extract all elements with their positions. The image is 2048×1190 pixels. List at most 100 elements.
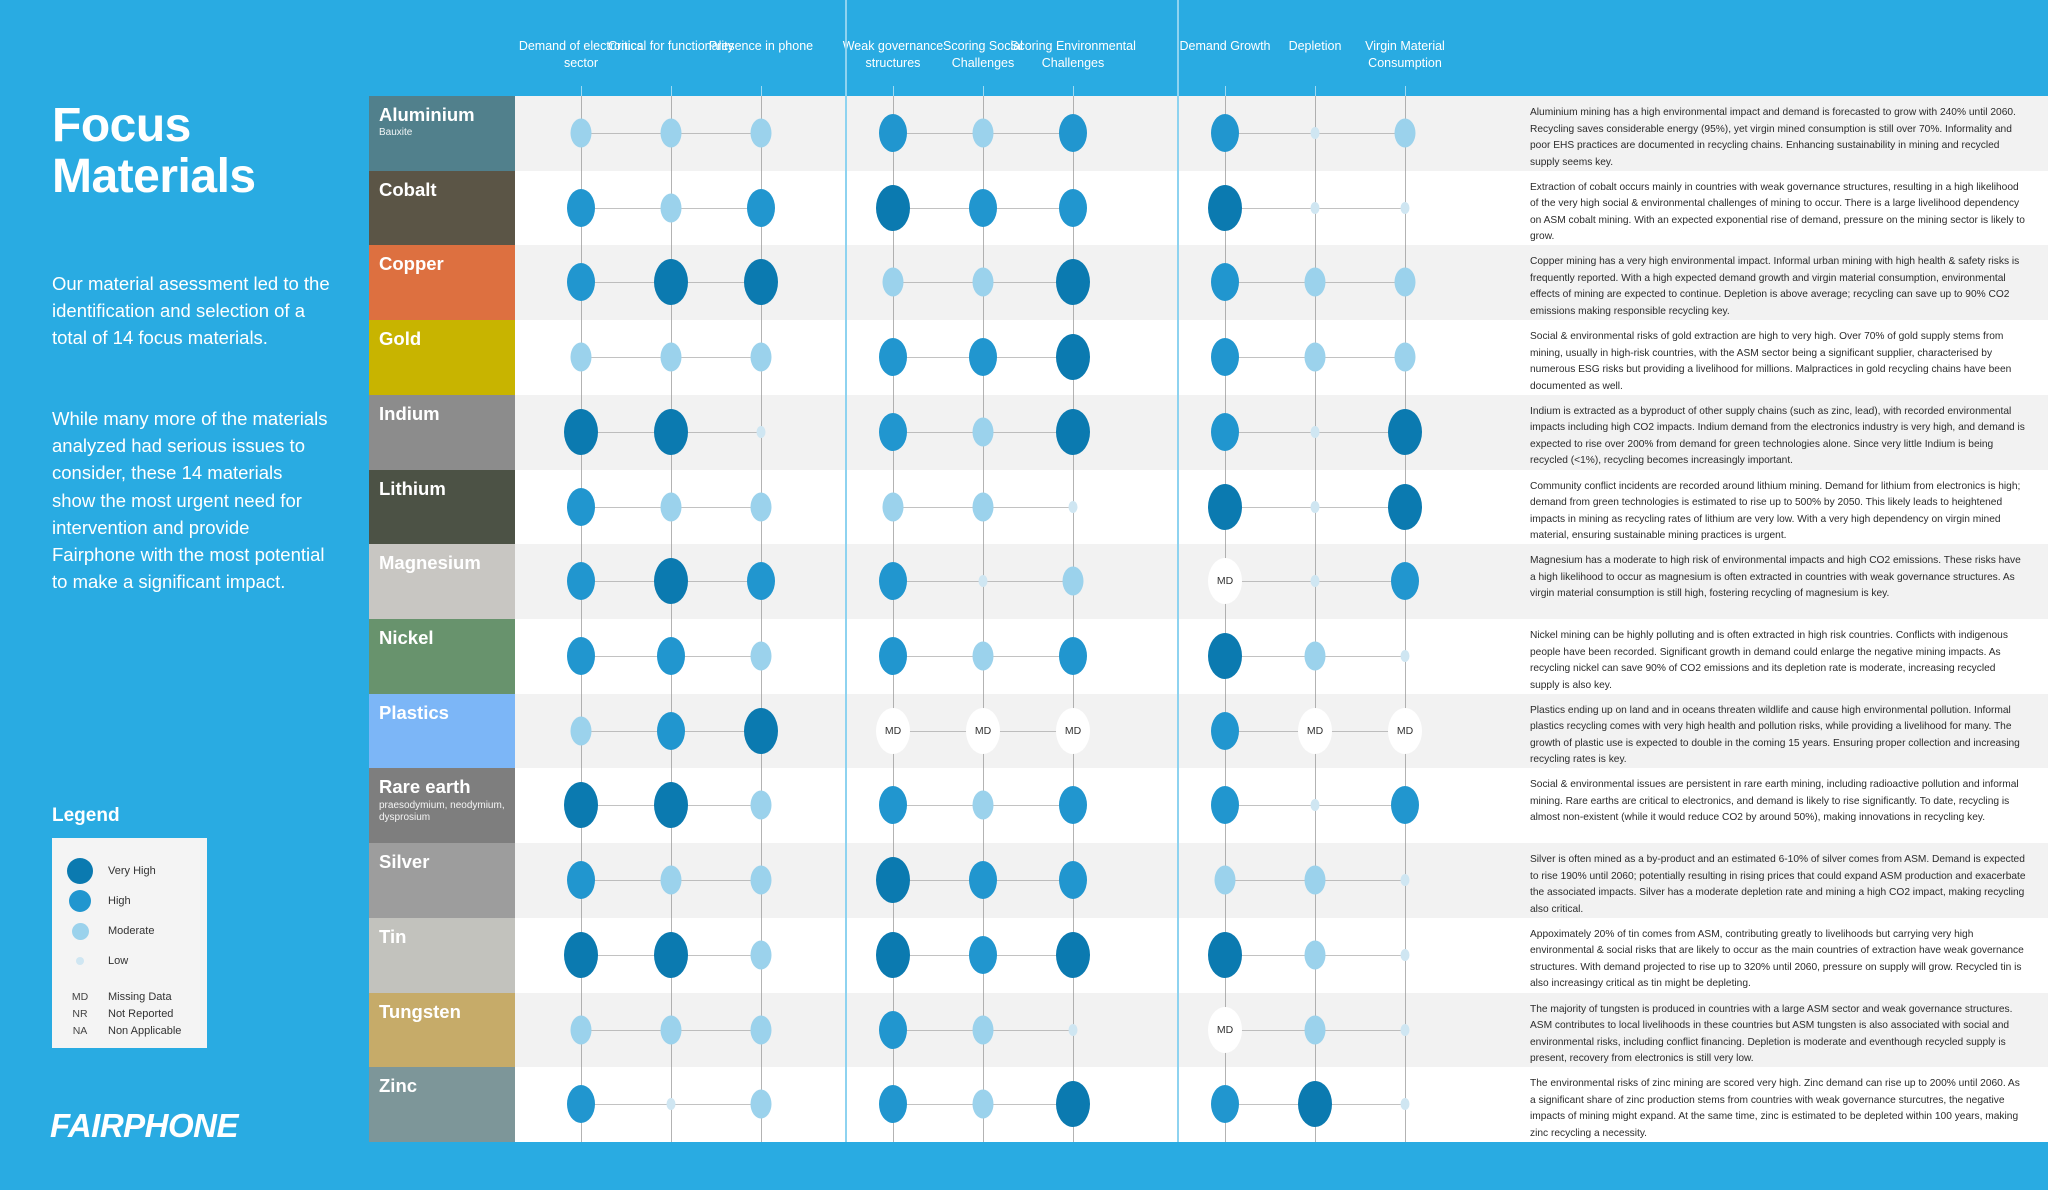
rating-dot-moderate[interactable] (1214, 865, 1236, 895)
rating-dot-very-high[interactable] (564, 931, 598, 978)
rating-dot-high[interactable] (879, 338, 907, 377)
rating-dot-very-high[interactable] (1388, 483, 1422, 530)
rating-dot-very-high[interactable] (654, 931, 688, 978)
rating-dot-moderate[interactable] (660, 1015, 682, 1045)
rating-dot-moderate[interactable] (1394, 118, 1416, 148)
rating-dot-very-high[interactable] (1208, 633, 1242, 679)
material-label-lithium[interactable]: Lithium (365, 469, 515, 545)
material-label-tin[interactable]: Tin (365, 917, 515, 993)
material-label-plastics[interactable]: Plastics (365, 693, 515, 769)
table-row[interactable]: Plastics MD MD MD MD MD Plastics ending up on … (365, 693, 2048, 769)
rating-dot-very-high[interactable] (1298, 1081, 1332, 1128)
rating-marker-missing-data[interactable]: MD (966, 707, 1000, 754)
rating-dot-very-high[interactable] (744, 259, 778, 306)
rating-dot-low[interactable] (666, 1098, 676, 1111)
material-label-tungsten[interactable]: Tungsten (365, 992, 515, 1068)
rating-dot-moderate[interactable] (1394, 267, 1416, 297)
rating-dot-high[interactable] (747, 188, 775, 227)
rating-dot-high[interactable] (879, 562, 907, 601)
table-row[interactable]: Magnesium MD Magnesium has a moderate to h… (365, 544, 2048, 619)
rating-dot-high[interactable] (879, 637, 907, 675)
rating-dot-low[interactable] (1400, 201, 1410, 214)
rating-dot-moderate[interactable] (972, 492, 994, 522)
rating-dot-moderate[interactable] (660, 865, 682, 895)
rating-dot-high[interactable] (969, 188, 997, 227)
rating-dot-high[interactable] (567, 637, 595, 675)
table-row[interactable]: Lithium Community conflict incidents are … (365, 469, 2048, 545)
material-label-gold[interactable]: Gold (365, 320, 515, 395)
rating-dot-moderate[interactable] (1304, 940, 1326, 970)
rating-dot-high[interactable] (969, 338, 997, 377)
rating-dot-high[interactable] (567, 861, 595, 900)
rating-dot-very-high[interactable] (1056, 931, 1090, 978)
rating-dot-moderate[interactable] (1304, 641, 1326, 671)
rating-marker-missing-data[interactable]: MD (1208, 1006, 1242, 1053)
rating-dot-high[interactable] (567, 562, 595, 601)
rating-dot-very-high[interactable] (654, 782, 688, 829)
rating-dot-low[interactable] (1068, 1023, 1078, 1036)
rating-dot-moderate[interactable] (750, 342, 772, 372)
rating-dot-low[interactable] (1310, 425, 1320, 438)
rating-dot-low[interactable] (978, 575, 988, 588)
material-label-cobalt[interactable]: Cobalt (365, 170, 515, 246)
rating-dot-low[interactable] (1068, 500, 1078, 513)
rating-dot-high[interactable] (567, 188, 595, 227)
rating-dot-very-high[interactable] (564, 782, 598, 829)
rating-dot-high[interactable] (879, 786, 907, 825)
rating-dot-high[interactable] (1059, 786, 1087, 825)
material-label-copper[interactable]: Copper (365, 245, 515, 321)
rating-dot-low[interactable] (1310, 500, 1320, 513)
rating-dot-high[interactable] (1211, 338, 1239, 377)
rating-dot-low[interactable] (1400, 1023, 1410, 1036)
rating-dot-high[interactable] (1211, 412, 1239, 451)
rating-dot-high[interactable] (747, 562, 775, 601)
rating-dot-low[interactable] (1400, 948, 1410, 961)
rating-dot-very-high[interactable] (876, 857, 910, 904)
table-row[interactable]: Tin Appoximately 20% of tin comes from AS… (365, 917, 2048, 993)
rating-dot-high[interactable] (1211, 786, 1239, 825)
rating-dot-low[interactable] (1310, 201, 1320, 214)
rating-dot-moderate[interactable] (1304, 342, 1326, 372)
material-label-magnesium[interactable]: Magnesium (365, 544, 515, 619)
table-row[interactable]: Cobalt Extraction of cobalt occurs mainly… (365, 170, 2048, 246)
rating-dot-moderate[interactable] (660, 342, 682, 372)
rating-dot-moderate[interactable] (660, 118, 682, 148)
rating-dot-moderate[interactable] (750, 790, 772, 820)
rating-dot-very-high[interactable] (1208, 931, 1242, 978)
rating-dot-high[interactable] (1391, 786, 1419, 825)
rating-dot-low[interactable] (1310, 799, 1320, 812)
rating-dot-moderate[interactable] (750, 1015, 772, 1045)
rating-dot-very-high[interactable] (654, 259, 688, 306)
rating-dot-moderate[interactable] (750, 641, 772, 671)
rating-dot-high[interactable] (969, 861, 997, 900)
rating-dot-very-high[interactable] (876, 184, 910, 231)
rating-dot-very-high[interactable] (654, 558, 688, 605)
table-row[interactable]: Copper Copper mining has a very high envi… (365, 245, 2048, 321)
rating-dot-high[interactable] (567, 263, 595, 302)
rating-dot-moderate[interactable] (660, 193, 682, 223)
rating-dot-moderate[interactable] (1304, 1015, 1326, 1045)
rating-dot-moderate[interactable] (1304, 267, 1326, 297)
rating-dot-high[interactable] (879, 412, 907, 451)
rating-dot-very-high[interactable] (1208, 483, 1242, 530)
table-row[interactable]: Silver Silver is often mined as a by-prod… (365, 843, 2048, 918)
table-row[interactable]: Aluminium Bauxite Aluminium mining has a h… (365, 96, 2048, 171)
rating-dot-moderate[interactable] (570, 716, 592, 746)
rating-dot-high[interactable] (1211, 114, 1239, 152)
rating-dot-moderate[interactable] (972, 790, 994, 820)
rating-dot-moderate[interactable] (750, 492, 772, 522)
rating-dot-very-high[interactable] (654, 408, 688, 455)
rating-dot-very-high[interactable] (1056, 408, 1090, 455)
rating-dot-low[interactable] (756, 425, 766, 438)
rating-dot-high[interactable] (1211, 263, 1239, 302)
rating-marker-missing-data[interactable]: MD (876, 707, 910, 754)
rating-dot-high[interactable] (1059, 637, 1087, 675)
rating-dot-high[interactable] (567, 1085, 595, 1124)
rating-dot-very-high[interactable] (1056, 334, 1090, 381)
rating-dot-moderate[interactable] (972, 1015, 994, 1045)
table-row[interactable]: Rare earth praesodymium, neodymium, dyspr… (365, 768, 2048, 844)
rating-dot-moderate[interactable] (570, 1015, 592, 1045)
material-label-indium[interactable]: Indium (365, 394, 515, 470)
table-row[interactable]: Zinc The environmental risks of zinc mini… (365, 1067, 2048, 1142)
rating-dot-moderate[interactable] (972, 1089, 994, 1119)
